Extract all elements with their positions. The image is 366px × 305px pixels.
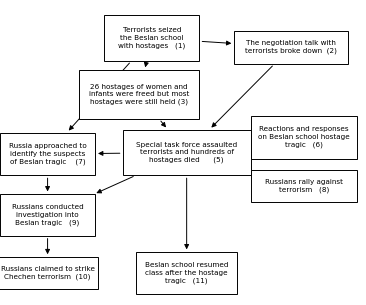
Text: Russians rally against
terrorism   (8): Russians rally against terrorism (8) (265, 179, 343, 193)
FancyBboxPatch shape (123, 130, 251, 175)
Text: Russians conducted
investigation into
Beslan tragic   (9): Russians conducted investigation into Be… (12, 204, 83, 226)
Text: Terrorists seized
the Beslan school
with hostages   (1): Terrorists seized the Beslan school with… (118, 27, 186, 49)
Text: Reactions and responses
on Beslan school hostage
tragic   (6): Reactions and responses on Beslan school… (258, 127, 350, 148)
Text: Special task force assaulted
terrorists and hundreds of
hostages died      (5): Special task force assaulted terrorists … (136, 142, 237, 163)
FancyBboxPatch shape (79, 70, 199, 119)
FancyBboxPatch shape (0, 194, 95, 236)
FancyBboxPatch shape (251, 170, 357, 202)
FancyBboxPatch shape (0, 133, 95, 175)
Text: 26 hostages of women and
infants were freed but most
hostages were still held (3: 26 hostages of women and infants were fr… (89, 84, 189, 105)
FancyBboxPatch shape (136, 252, 237, 294)
Text: Russians claimed to strike
Chechen terrorism  (10): Russians claimed to strike Chechen terro… (1, 266, 94, 280)
FancyBboxPatch shape (104, 15, 199, 61)
Text: Beslan school resumed
class after the hostage
tragic   (11): Beslan school resumed class after the ho… (145, 262, 228, 284)
Text: The negotiation talk with
terrorists broke down  (2): The negotiation talk with terrorists bro… (245, 40, 337, 54)
FancyBboxPatch shape (251, 116, 357, 159)
Text: Russia approached to
identify the suspects
of Beslan tragic    (7): Russia approached to identify the suspec… (9, 143, 86, 165)
FancyBboxPatch shape (0, 257, 98, 289)
FancyBboxPatch shape (234, 30, 348, 64)
